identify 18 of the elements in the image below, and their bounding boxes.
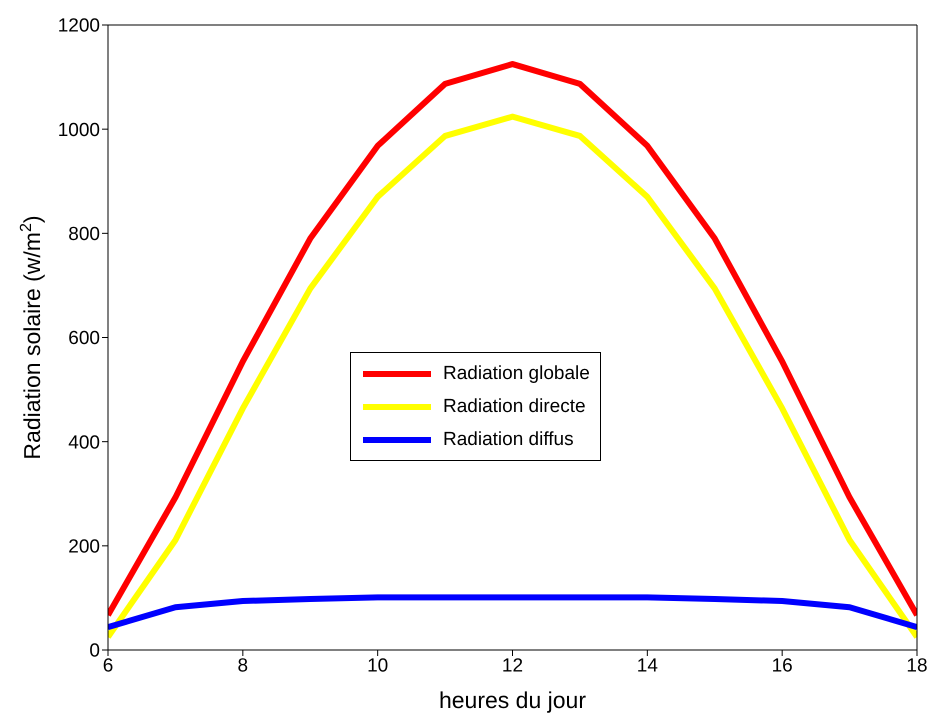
y-tick-label: 600 bbox=[68, 328, 100, 350]
legend-label: Radiation directe bbox=[443, 396, 586, 418]
y-tick-label: 0 bbox=[89, 640, 100, 662]
x-tick-label: 16 bbox=[772, 655, 793, 676]
x-tick-label: 8 bbox=[238, 655, 248, 676]
x-tick-label: 6 bbox=[102, 655, 114, 676]
legend-label: Radiation diffus bbox=[443, 428, 574, 450]
x-tick-label: 10 bbox=[367, 655, 388, 676]
x-tick-label: 18 bbox=[906, 655, 928, 676]
y-tick-label: 400 bbox=[68, 432, 100, 454]
y-tick-label: 1200 bbox=[58, 16, 100, 37]
y-tick-label: 800 bbox=[68, 224, 100, 246]
y-tick-label: 1000 bbox=[58, 120, 100, 141]
y-tick-label: 200 bbox=[68, 536, 100, 558]
x-tick-label: 12 bbox=[502, 655, 524, 676]
x-axis-title: heures du jour bbox=[438, 687, 586, 713]
legend-label: Radiation globale bbox=[443, 362, 590, 384]
x-tick-label: 14 bbox=[636, 655, 658, 676]
